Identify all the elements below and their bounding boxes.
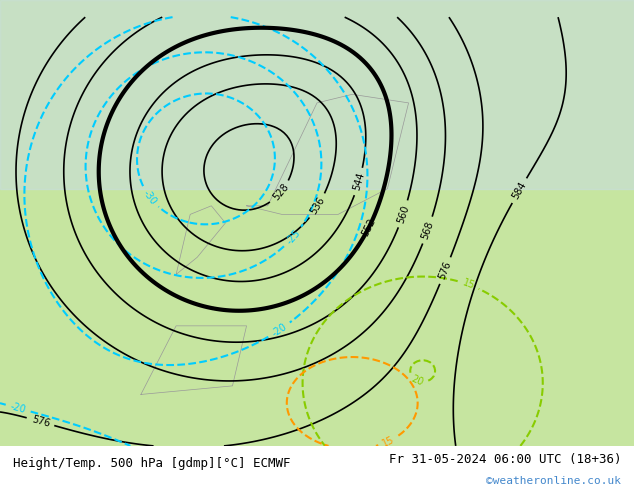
- Text: 20: 20: [410, 374, 425, 388]
- Text: -25: -25: [284, 228, 302, 246]
- Text: 552: 552: [360, 217, 377, 238]
- Text: 584: 584: [510, 180, 528, 201]
- Text: 576: 576: [437, 260, 453, 281]
- Text: 568: 568: [420, 220, 436, 241]
- Text: 560: 560: [396, 204, 411, 224]
- Text: 576: 576: [30, 414, 51, 429]
- Text: Fr 31-05-2024 06:00 UTC (18+36): Fr 31-05-2024 06:00 UTC (18+36): [389, 453, 621, 466]
- Text: Height/Temp. 500 hPa [gdmp][°C] ECMWF: Height/Temp. 500 hPa [gdmp][°C] ECMWF: [13, 457, 290, 470]
- Text: -20: -20: [270, 321, 288, 339]
- Text: 528: 528: [271, 182, 290, 203]
- Text: 15: 15: [381, 434, 396, 448]
- Bar: [0, 0, 634, 189]
- Text: 544: 544: [351, 172, 366, 192]
- Text: 15: 15: [461, 278, 476, 292]
- Text: -30: -30: [141, 188, 158, 206]
- Text: ©weatheronline.co.uk: ©weatheronline.co.uk: [486, 476, 621, 486]
- Text: -20: -20: [10, 401, 27, 415]
- Text: 536: 536: [309, 196, 327, 217]
